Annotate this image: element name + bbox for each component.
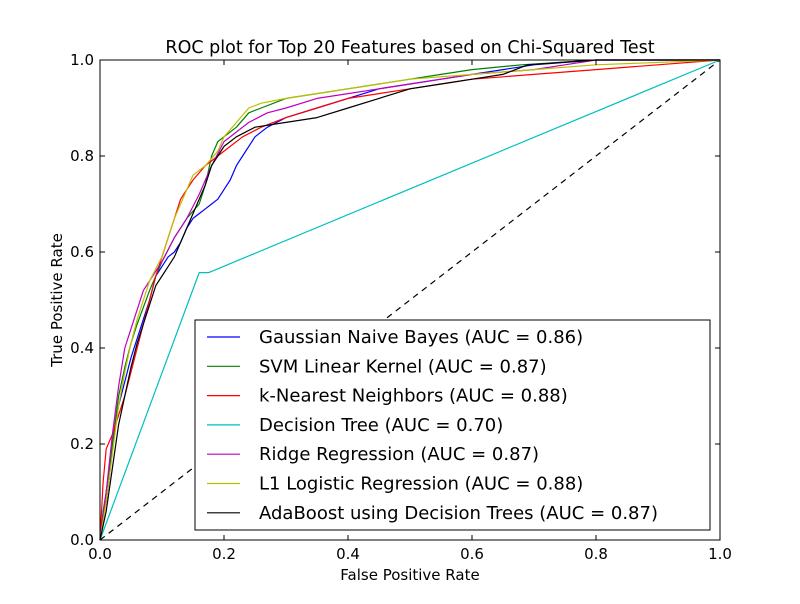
y-tick-label: 0.0 [70,531,94,549]
legend-label-gaussian-naive-bayes: Gaussian Naive Bayes (AUC = 0.86) [259,327,583,348]
y-tick-label: 0.6 [70,243,94,261]
y-tick-label: 1.0 [70,51,94,69]
legend-frame [194,319,711,531]
series-line-l1-logistic-regression [99,59,721,541]
x-tick-label: 0.8 [584,545,608,563]
series-line-ridge-regression [99,59,720,541]
x-tick-label: 0.6 [460,545,484,563]
legend-label-k-nearest-neighbors: k-Nearest Neighbors (AUC = 0.88) [259,386,568,407]
y-axis-label: True Positive Rate [48,233,66,368]
legend-label-decision-tree: Decision Tree (AUC = 0.70) [259,415,503,436]
x-tick-label: 0.4 [336,545,360,563]
x-tick-label: 1.0 [708,545,732,563]
series-line-adaboost-using-decision-trees [99,59,720,541]
plot-frame [99,59,721,541]
y-tick-label: 0.8 [70,147,94,165]
reference-layer [99,59,721,541]
series-line-decision-tree [99,59,721,541]
x-tick-label: 0.0 [88,545,112,563]
legend-label-l1-logistic-regression: L1 Logistic Regression (AUC = 0.88) [259,474,583,495]
legend-label-ridge-regression: Ridge Regression (AUC = 0.87) [259,444,539,465]
y-tick-label: 0.4 [70,339,94,357]
x-tick-label: 0.2 [212,545,236,563]
x-axis-label: False Positive Rate [340,566,479,584]
ticks-layer: 0.0 0.2 0.4 0.6 0.8 1.0 0.0 0.2 0.4 0.6 0.8 1.0 [70,51,732,563]
legend-label-adaboost-using-decision-trees: AdaBoost using Decision Trees (AUC = 0.8… [259,503,658,524]
legend: Gaussian Naive Bayes (AUC = 0.86) SVM Lin… [194,319,711,531]
reference-diagonal-line [99,59,721,541]
legend-label-svm-linear-kernel: SVM Linear Kernel (AUC = 0.87) [259,356,547,377]
y-tick-label: 0.2 [70,435,94,453]
chart-title: ROC plot for Top 20 Features based on Ch… [165,38,654,58]
series-layer [99,59,721,541]
